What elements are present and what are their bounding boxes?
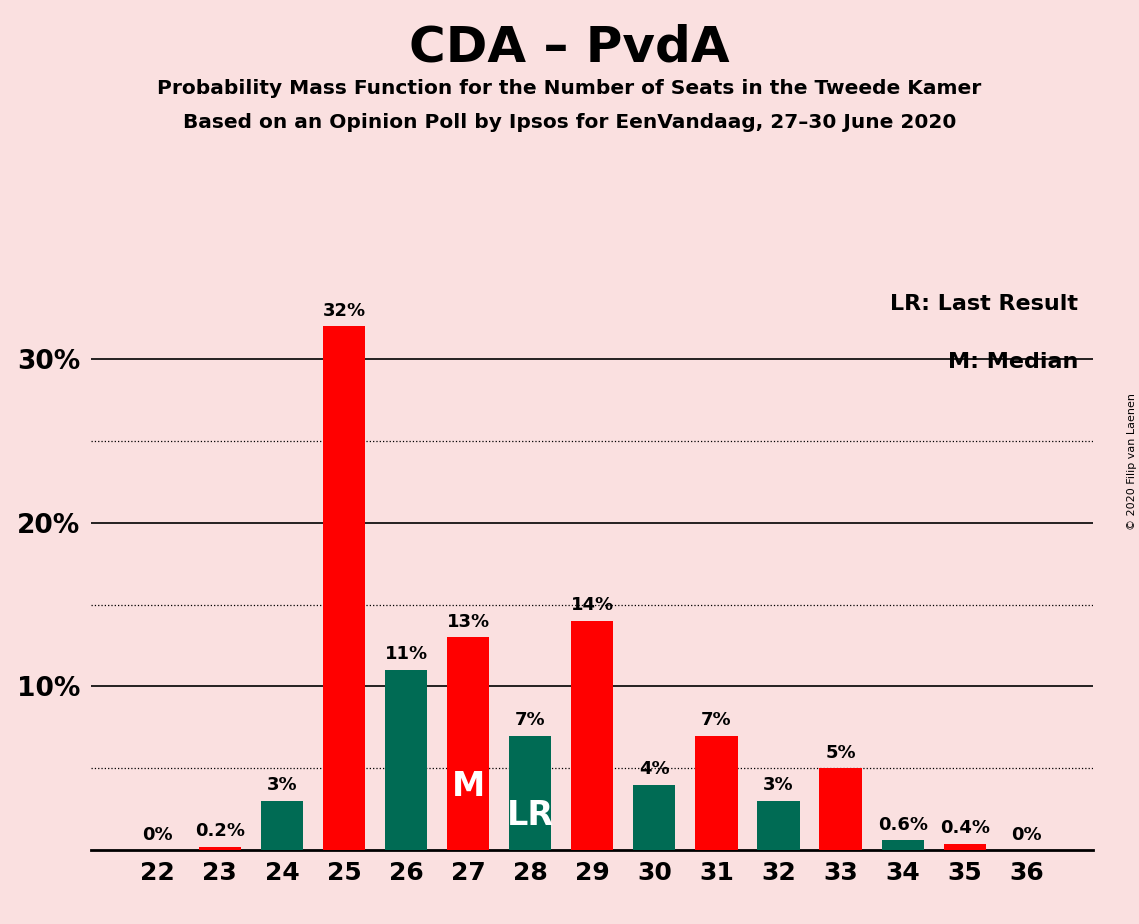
- Text: 14%: 14%: [571, 596, 614, 614]
- Text: 0.6%: 0.6%: [878, 816, 927, 833]
- Bar: [882, 840, 924, 850]
- Bar: [757, 801, 800, 850]
- Text: Probability Mass Function for the Number of Seats in the Tweede Kamer: Probability Mass Function for the Number…: [157, 79, 982, 98]
- Text: 4%: 4%: [639, 760, 670, 778]
- Text: 11%: 11%: [385, 646, 427, 663]
- Bar: [385, 670, 427, 850]
- Bar: [633, 784, 675, 850]
- Text: 3%: 3%: [267, 776, 297, 795]
- Text: 5%: 5%: [826, 744, 855, 761]
- Bar: [322, 326, 366, 850]
- Text: 0.2%: 0.2%: [195, 822, 245, 840]
- Bar: [695, 736, 738, 850]
- Bar: [261, 801, 303, 850]
- Text: 3%: 3%: [763, 776, 794, 795]
- Bar: [943, 844, 986, 850]
- Text: 0%: 0%: [142, 825, 173, 844]
- Text: 7%: 7%: [702, 711, 731, 729]
- Text: CDA – PvdA: CDA – PvdA: [409, 23, 730, 71]
- Bar: [819, 768, 862, 850]
- Text: LR: LR: [507, 799, 554, 833]
- Bar: [509, 736, 551, 850]
- Text: 32%: 32%: [322, 302, 366, 320]
- Bar: [446, 638, 490, 850]
- Text: 0%: 0%: [1011, 825, 1042, 844]
- Bar: [571, 621, 614, 850]
- Text: 7%: 7%: [515, 711, 546, 729]
- Text: M: M: [451, 770, 485, 803]
- Text: LR: Last Result: LR: Last Result: [891, 295, 1079, 314]
- Text: Based on an Opinion Poll by Ipsos for EenVandaag, 27–30 June 2020: Based on an Opinion Poll by Ipsos for Ee…: [183, 113, 956, 132]
- Text: 13%: 13%: [446, 613, 490, 631]
- Bar: [198, 846, 241, 850]
- Text: 0.4%: 0.4%: [940, 819, 990, 837]
- Text: © 2020 Filip van Laenen: © 2020 Filip van Laenen: [1126, 394, 1137, 530]
- Text: M: Median: M: Median: [948, 352, 1079, 371]
